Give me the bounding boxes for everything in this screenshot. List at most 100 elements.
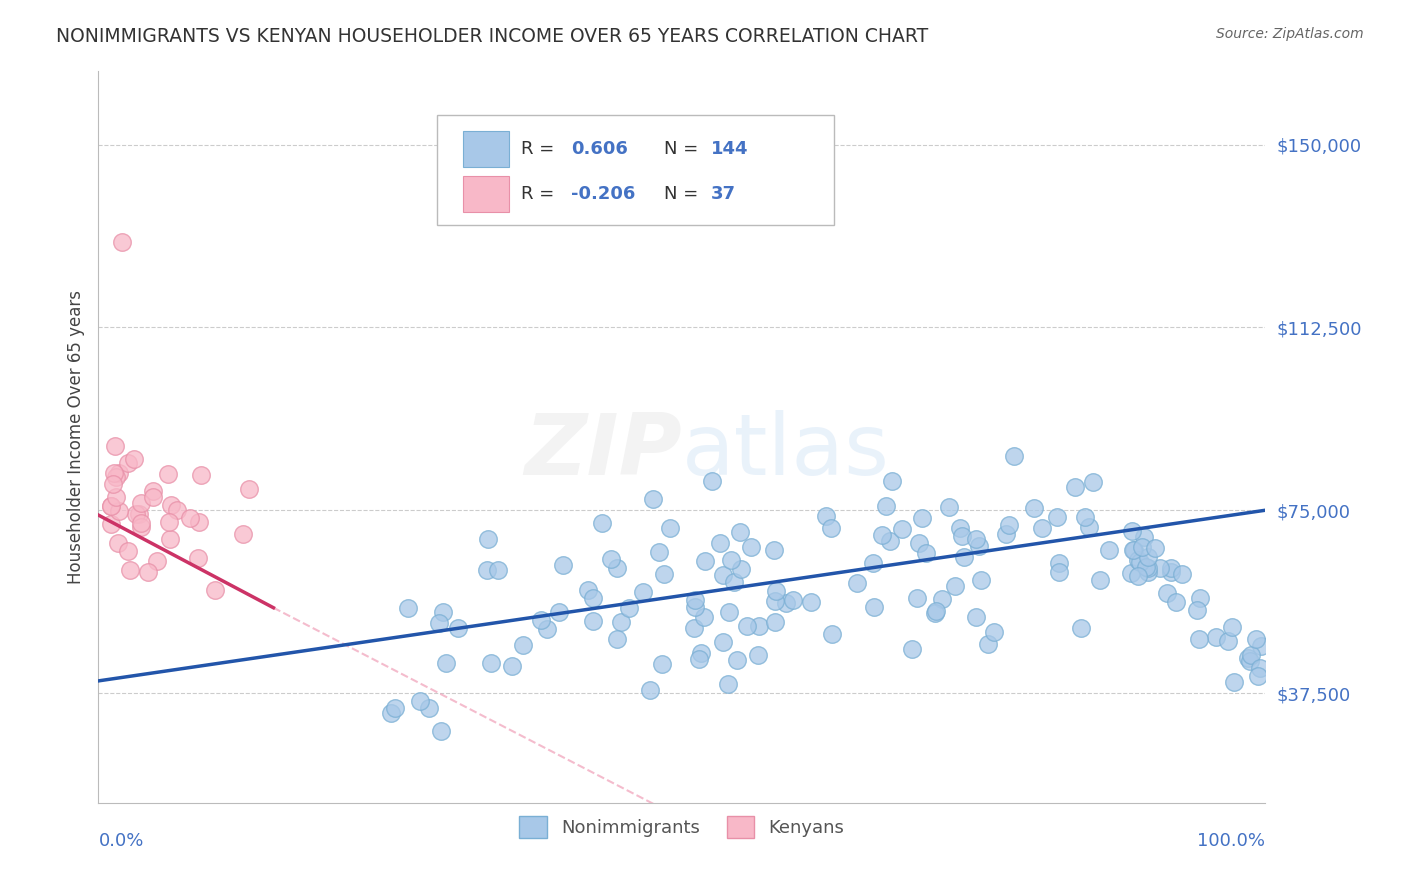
Point xyxy=(479,657,502,671)
Point xyxy=(748,619,770,633)
Point xyxy=(179,510,201,524)
Point xyxy=(967,540,990,554)
Point xyxy=(659,521,682,535)
Point xyxy=(1244,632,1267,646)
Point xyxy=(122,451,145,466)
Point xyxy=(765,584,787,599)
Point xyxy=(747,648,769,662)
Point xyxy=(103,466,125,480)
Point xyxy=(800,595,823,609)
Point xyxy=(1074,509,1097,524)
Point xyxy=(1185,603,1208,617)
Point xyxy=(717,605,740,619)
Point xyxy=(648,545,671,559)
Point xyxy=(129,516,152,530)
FancyBboxPatch shape xyxy=(463,131,509,168)
Point xyxy=(863,599,886,614)
Point xyxy=(190,468,212,483)
Point xyxy=(1121,566,1143,580)
Point xyxy=(717,677,740,691)
Point xyxy=(475,563,498,577)
Point xyxy=(142,483,165,498)
Point xyxy=(977,637,1000,651)
Point xyxy=(1160,566,1182,580)
Point xyxy=(117,543,139,558)
Point xyxy=(740,541,762,555)
Point xyxy=(1133,530,1156,544)
Point xyxy=(1171,567,1194,582)
Point xyxy=(129,520,152,534)
Text: 0.606: 0.606 xyxy=(571,140,628,158)
Text: 100.0%: 100.0% xyxy=(1198,832,1265,850)
Point xyxy=(693,554,716,568)
Point xyxy=(782,593,804,607)
Point xyxy=(1240,648,1263,662)
Point xyxy=(1130,541,1153,555)
Point xyxy=(965,533,987,547)
Text: N =: N = xyxy=(665,185,699,202)
Point xyxy=(146,554,169,568)
Point xyxy=(1249,661,1271,675)
Point xyxy=(763,594,786,608)
Point xyxy=(641,492,664,507)
Point xyxy=(536,623,558,637)
Point xyxy=(1247,668,1270,682)
Point xyxy=(998,517,1021,532)
Point xyxy=(965,610,987,624)
Point xyxy=(970,573,993,587)
Point xyxy=(814,508,837,523)
Point xyxy=(434,656,457,670)
Point xyxy=(108,466,131,480)
Point xyxy=(136,565,159,579)
Point xyxy=(821,627,844,641)
Point xyxy=(683,600,706,615)
Point xyxy=(591,516,613,531)
Point xyxy=(548,606,571,620)
Point xyxy=(737,618,759,632)
Point xyxy=(631,585,654,599)
Point xyxy=(723,574,745,589)
Point xyxy=(952,550,974,565)
Point xyxy=(432,605,454,619)
Point xyxy=(931,591,953,606)
Point xyxy=(512,638,534,652)
Point xyxy=(688,651,710,665)
Point xyxy=(1063,480,1085,494)
Point xyxy=(1047,565,1070,579)
Point xyxy=(582,614,605,628)
Point xyxy=(1188,632,1211,646)
Point xyxy=(882,474,904,488)
Point xyxy=(1122,543,1144,558)
Point xyxy=(683,593,706,607)
Point xyxy=(1205,631,1227,645)
Point xyxy=(380,706,402,720)
Point xyxy=(900,642,922,657)
Point xyxy=(728,524,751,539)
Point xyxy=(100,500,122,514)
Point xyxy=(111,235,134,249)
Point xyxy=(1128,552,1150,566)
Point xyxy=(530,613,553,627)
Point xyxy=(950,529,973,543)
Point xyxy=(1216,633,1239,648)
Point xyxy=(879,534,901,549)
Point xyxy=(486,563,509,577)
Point xyxy=(166,503,188,517)
Point xyxy=(477,532,499,546)
Point xyxy=(1136,549,1159,564)
Legend: Nonimmigrants, Kenyans: Nonimmigrants, Kenyans xyxy=(512,808,852,845)
Point xyxy=(1164,595,1187,609)
Text: R =: R = xyxy=(520,185,554,202)
Point xyxy=(1188,591,1211,606)
Point xyxy=(938,500,960,514)
Point xyxy=(689,647,711,661)
Point xyxy=(1070,621,1092,635)
Point xyxy=(914,546,936,560)
Point xyxy=(159,532,181,546)
Point xyxy=(652,567,675,582)
Point xyxy=(118,564,141,578)
Point xyxy=(1088,573,1111,587)
Text: -0.206: -0.206 xyxy=(571,185,636,202)
Point xyxy=(187,550,209,565)
Point xyxy=(117,456,139,470)
